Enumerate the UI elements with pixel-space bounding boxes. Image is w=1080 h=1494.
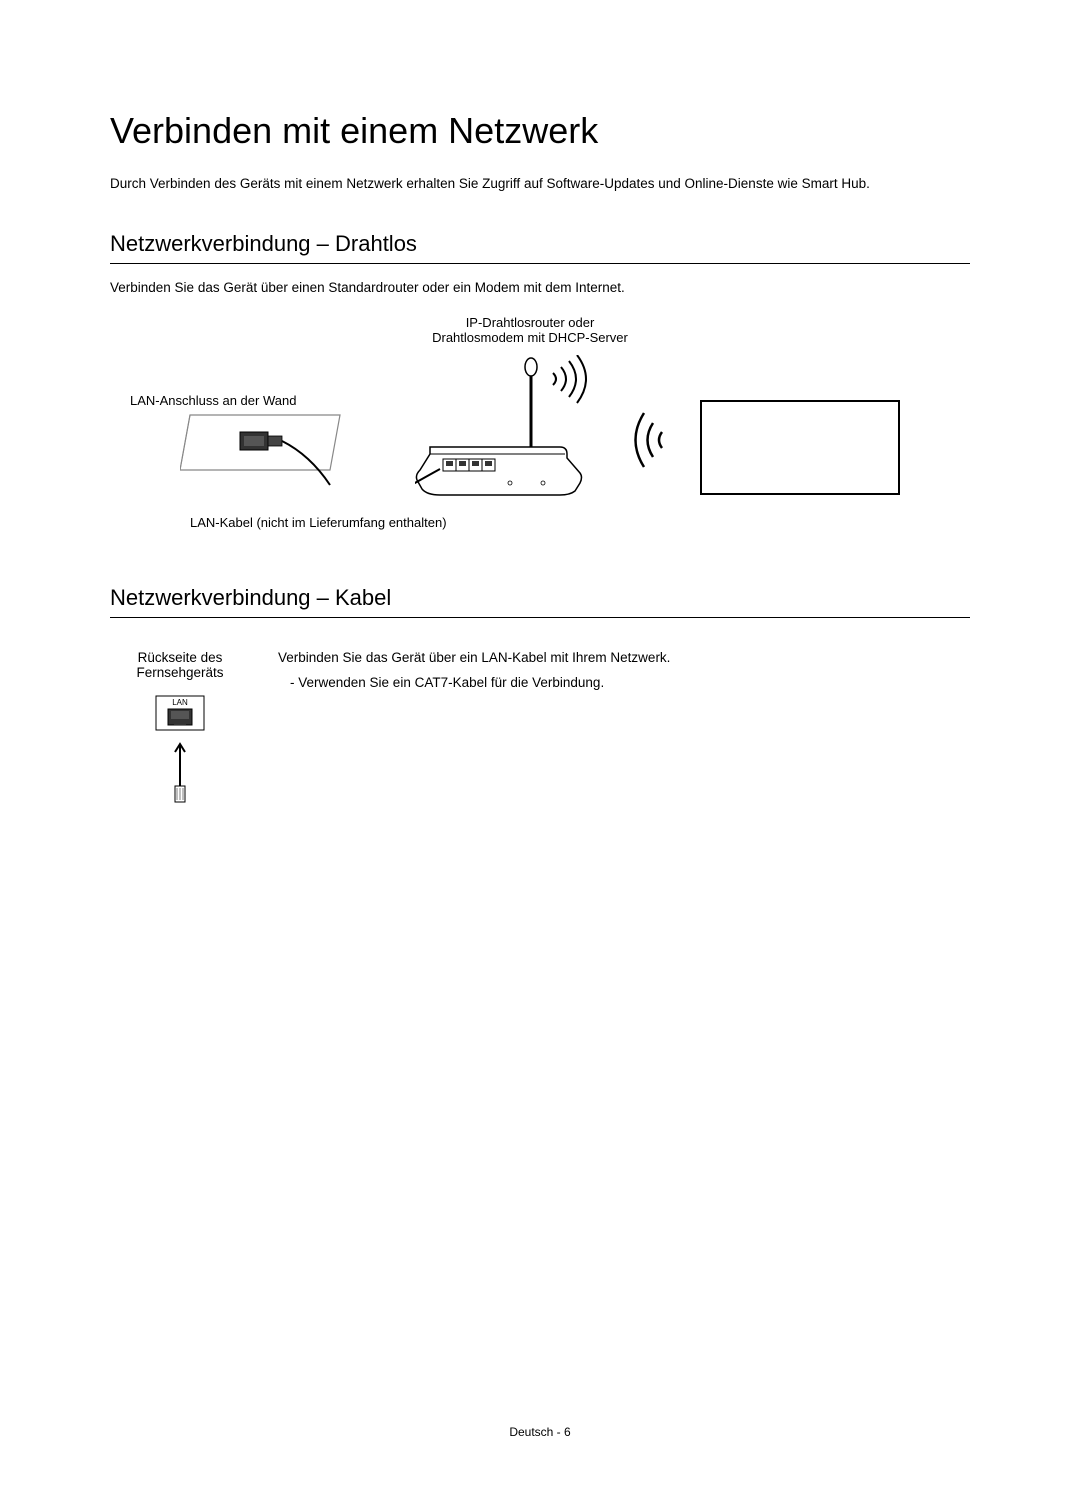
router-icon (415, 355, 585, 505)
lan-cable-label: LAN-Kabel (nicht im Lieferumfang enthalt… (190, 515, 550, 530)
router-label: IP-Drahtlosrouter oder Drahtlosmodem mit… (390, 315, 670, 345)
tv-screen-icon (700, 400, 900, 495)
wifi-incoming-icon (630, 405, 672, 475)
section-wireless-subtitle: Verbinden Sie das Gerät über einen Stand… (110, 280, 970, 295)
tv-back-diagram: Rückseite des Fernsehgeräts LAN (110, 650, 250, 817)
intro-paragraph: Durch Verbinden des Geräts mit einem Net… (110, 176, 970, 191)
cable-section-text: Verbinden Sie das Gerät über ein LAN-Kab… (278, 650, 970, 817)
wall-port-icon (180, 410, 350, 480)
cable-text-main: Verbinden Sie das Gerät über ein LAN-Kab… (278, 650, 970, 665)
lan-port-icon: LAN (153, 694, 207, 809)
page-title: Verbinden mit einem Netzwerk (110, 110, 970, 152)
wall-port-label: LAN-Anschluss an der Wand (130, 393, 390, 408)
tv-back-label: Rückseite des Fernsehgeräts (110, 650, 250, 680)
section-wireless-title: Netzwerkverbindung – Drahtlos (110, 231, 970, 264)
page-footer: Deutsch - 6 (0, 1425, 1080, 1439)
lan-port-text: LAN (172, 698, 188, 707)
cable-text-bullet: - Verwenden Sie ein CAT7-Kabel für die V… (278, 675, 970, 690)
wireless-diagram: IP-Drahtlosrouter oder Drahtlosmodem mit… (110, 315, 970, 545)
section-cable-title: Netzwerkverbindung – Kabel (110, 585, 970, 618)
